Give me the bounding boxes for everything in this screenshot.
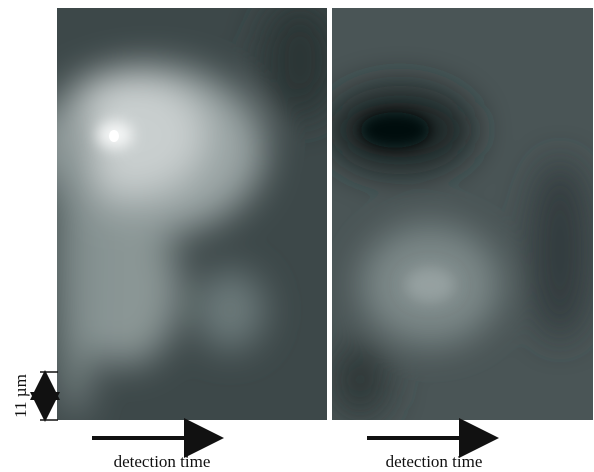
axis-label: detection time xyxy=(114,452,211,471)
left-panel xyxy=(35,0,340,420)
right-panel xyxy=(325,8,593,420)
scale-bar: 11 µm xyxy=(11,372,58,420)
figure: 11 µm detection time detection time xyxy=(0,0,594,472)
scale-label: 11 µm xyxy=(11,374,30,418)
axis-label: detection time xyxy=(386,452,483,471)
